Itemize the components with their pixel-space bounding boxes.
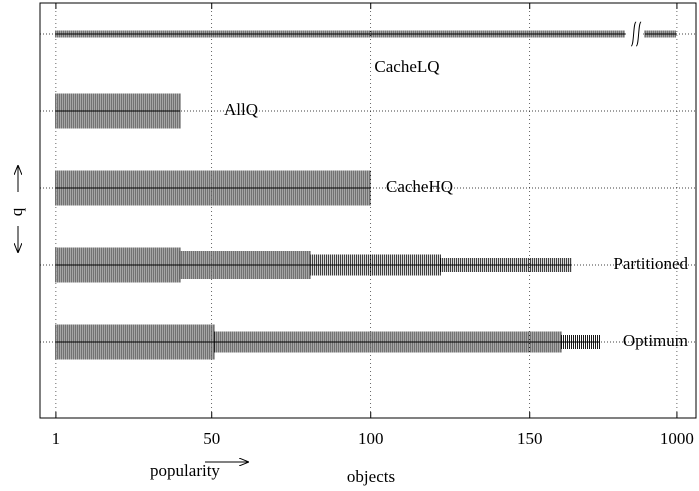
object-band (561, 335, 600, 349)
row-label: AllQ (224, 100, 258, 119)
x-tick-label: 1 (52, 429, 61, 448)
object-band (55, 170, 371, 206)
object-band (55, 324, 215, 360)
object-band (55, 247, 181, 283)
row-label: CacheHQ (386, 177, 453, 196)
x-axis-label-2: objects (347, 467, 395, 486)
axis-break (630, 21, 642, 47)
object-band (55, 93, 181, 129)
x-tick-label: 150 (517, 429, 543, 448)
x-tick-label: 1000 (660, 429, 694, 448)
x-tick-label: 50 (203, 429, 220, 448)
y-axis-label: q (7, 207, 26, 216)
object-band (214, 331, 562, 353)
object-band (309, 254, 441, 276)
row-label: CacheLQ (374, 57, 439, 76)
object-band (440, 258, 572, 272)
x-axis-label: popularity (150, 461, 220, 480)
row-label: Optimum (623, 331, 688, 350)
object-band (179, 251, 311, 279)
plot-frame (39, 2, 697, 419)
row-label: Partitioned (613, 254, 688, 273)
object-band (55, 30, 677, 38)
x-tick-label: 100 (358, 429, 384, 448)
